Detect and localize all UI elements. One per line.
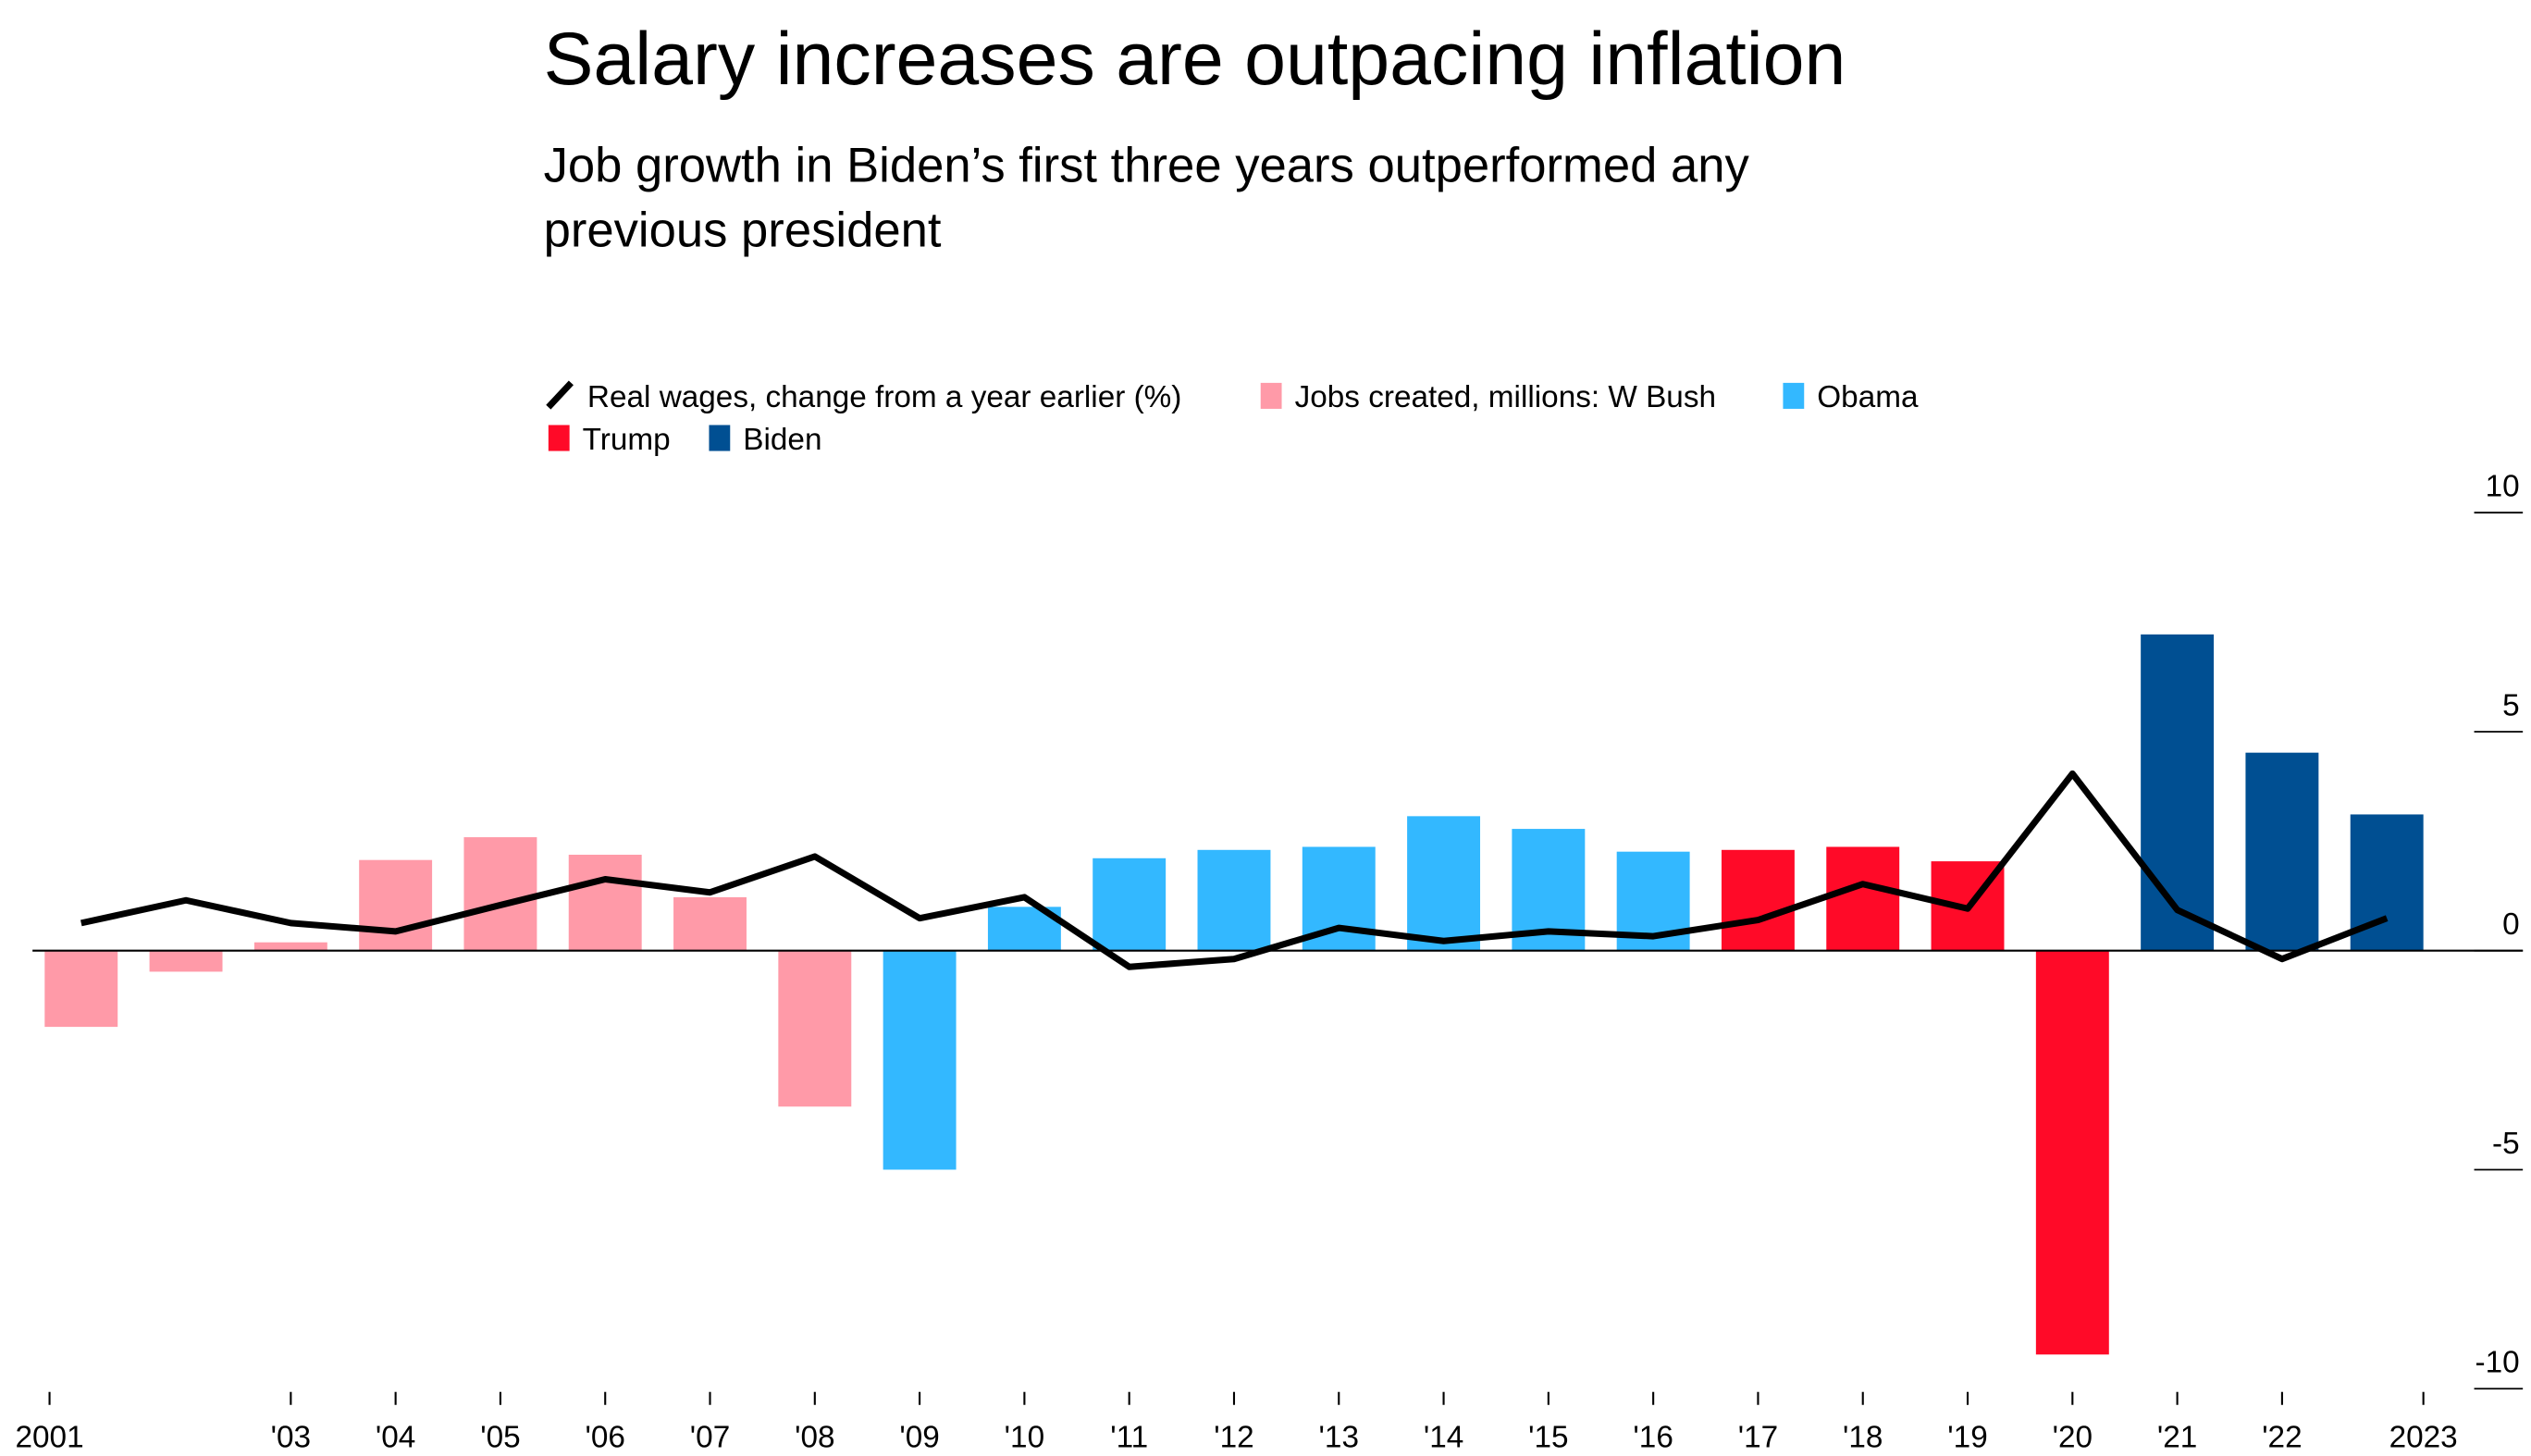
bar-2022 bbox=[2245, 752, 2319, 951]
x-tick-label: '03 bbox=[271, 1420, 311, 1454]
bar-2002 bbox=[149, 950, 223, 972]
x-tick-label: '06 bbox=[586, 1420, 625, 1454]
x-tick-label: '08 bbox=[795, 1420, 834, 1454]
bar-2021 bbox=[2141, 634, 2215, 951]
chart-subtitle-line-1: Job growth in Biden’s first three years … bbox=[544, 138, 1750, 192]
legend-swatch-bush bbox=[1260, 382, 1282, 409]
legend-label-real-wages: Real wages, change from a year earlier (… bbox=[587, 380, 1181, 414]
legend-label-trump: Trump bbox=[583, 423, 671, 457]
x-tick-label: '04 bbox=[376, 1420, 415, 1454]
bar-2011 bbox=[1093, 858, 1167, 951]
x-tick-label: '14 bbox=[1424, 1420, 1463, 1454]
bars bbox=[44, 634, 2424, 1355]
y-tick-label: 10 bbox=[2486, 470, 2520, 504]
bar-2017 bbox=[1721, 849, 1795, 951]
bar-2004 bbox=[359, 859, 433, 951]
x-tick-label: 2023 bbox=[2389, 1420, 2458, 1454]
bar-2020 bbox=[2035, 950, 2109, 1355]
bar-2007 bbox=[673, 896, 747, 951]
bar-2012 bbox=[1197, 849, 1271, 951]
legend-line-swatch bbox=[546, 380, 574, 410]
legend: Real wages, change from a year earlier (… bbox=[546, 380, 1919, 457]
x-tick-label: '21 bbox=[2157, 1420, 2197, 1454]
bar-2005 bbox=[463, 837, 537, 951]
bar-2008 bbox=[778, 950, 852, 1107]
legend-label-bush: Jobs created, millions: W Bush bbox=[1295, 380, 1716, 414]
x-tick-label: '11 bbox=[1110, 1420, 1148, 1454]
chart-title: Salary increases are outpacing inflation bbox=[544, 18, 1846, 101]
legend-label-biden: Biden bbox=[743, 423, 821, 457]
x-tick-label: '09 bbox=[899, 1420, 939, 1454]
x-tick-label: '16 bbox=[1633, 1420, 1673, 1454]
x-tick-label: '17 bbox=[1738, 1420, 1778, 1454]
x-tick-label: '19 bbox=[1947, 1420, 1987, 1454]
x-tick-label: '13 bbox=[1319, 1420, 1359, 1454]
legend-swatch-obama bbox=[1783, 382, 1805, 409]
x-tick-label: '22 bbox=[2262, 1420, 2302, 1454]
bar-2001 bbox=[44, 950, 118, 1028]
bar-2018 bbox=[1826, 846, 1900, 951]
legend-label-obama: Obama bbox=[1817, 380, 1919, 414]
x-tick-label: '12 bbox=[1214, 1420, 1253, 1454]
bar-2006 bbox=[568, 855, 642, 951]
real-wages-line-group bbox=[80, 770, 2389, 970]
x-tick-label: '15 bbox=[1528, 1420, 1568, 1454]
y-axis: 10 5 0 -5 -10 bbox=[2474, 470, 2524, 1390]
x-tick-label: '18 bbox=[1843, 1420, 1883, 1454]
x-tick-label: '07 bbox=[690, 1420, 730, 1454]
x-axis: 2001 '03 '04 '05 '06 '07 '08 '09 '10 '11 '12 '13 '14… bbox=[16, 1391, 2458, 1454]
chart-subtitle-line-2: previous president bbox=[544, 204, 942, 258]
y-tick-label: -10 bbox=[2475, 1346, 2520, 1380]
x-tick-label: '05 bbox=[480, 1420, 520, 1454]
x-tick-label: '10 bbox=[1005, 1420, 1044, 1454]
x-tick-label: '20 bbox=[2053, 1420, 2093, 1454]
y-tick-label: 0 bbox=[2502, 907, 2520, 942]
y-tick-label: 5 bbox=[2502, 688, 2520, 722]
bar-2014 bbox=[1407, 816, 1481, 951]
bar-2003 bbox=[253, 942, 327, 951]
x-tick-label: 2001 bbox=[16, 1420, 84, 1454]
bar-2009 bbox=[883, 950, 957, 1170]
legend-swatch-trump bbox=[548, 425, 570, 451]
y-tick-label: -5 bbox=[2492, 1127, 2520, 1161]
legend-swatch-biden bbox=[709, 425, 731, 451]
